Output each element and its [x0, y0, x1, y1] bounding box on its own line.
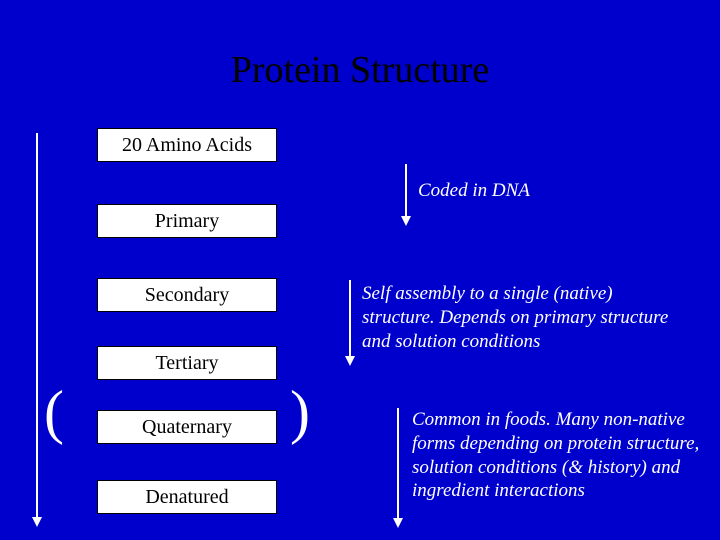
arrow-main-line	[36, 133, 38, 519]
box-primary: Primary	[97, 204, 277, 238]
annot-common-foods: Common in foods. Many non-native forms d…	[412, 408, 702, 503]
arrow-self-line	[349, 280, 351, 358]
paren-left: (	[44, 378, 64, 447]
box-amino-label: 20 Amino Acids	[122, 134, 252, 157]
box-quaternary-label: Quaternary	[142, 416, 232, 439]
box-denatured-label: Denatured	[145, 486, 228, 509]
arrow-common-line	[397, 408, 399, 520]
arrow-main-head	[32, 517, 42, 527]
paren-right: )	[290, 378, 310, 447]
box-tertiary-label: Tertiary	[155, 352, 218, 375]
arrow-self-head	[345, 356, 355, 366]
annot-self-assembly: Self assembly to a single (native) struc…	[362, 282, 682, 353]
arrow-coded-head	[401, 216, 411, 226]
box-secondary-label: Secondary	[145, 284, 229, 307]
box-amino-acids: 20 Amino Acids	[97, 128, 277, 162]
box-tertiary: Tertiary	[97, 346, 277, 380]
page-title: Protein Structure	[0, 48, 720, 92]
arrow-common-head	[393, 518, 403, 528]
box-quaternary: Quaternary	[97, 410, 277, 444]
box-primary-label: Primary	[155, 210, 219, 233]
annot-coded-in-dna: Coded in DNA	[418, 180, 678, 202]
box-secondary: Secondary	[97, 278, 277, 312]
arrow-coded-line	[405, 164, 407, 218]
box-denatured: Denatured	[97, 480, 277, 514]
